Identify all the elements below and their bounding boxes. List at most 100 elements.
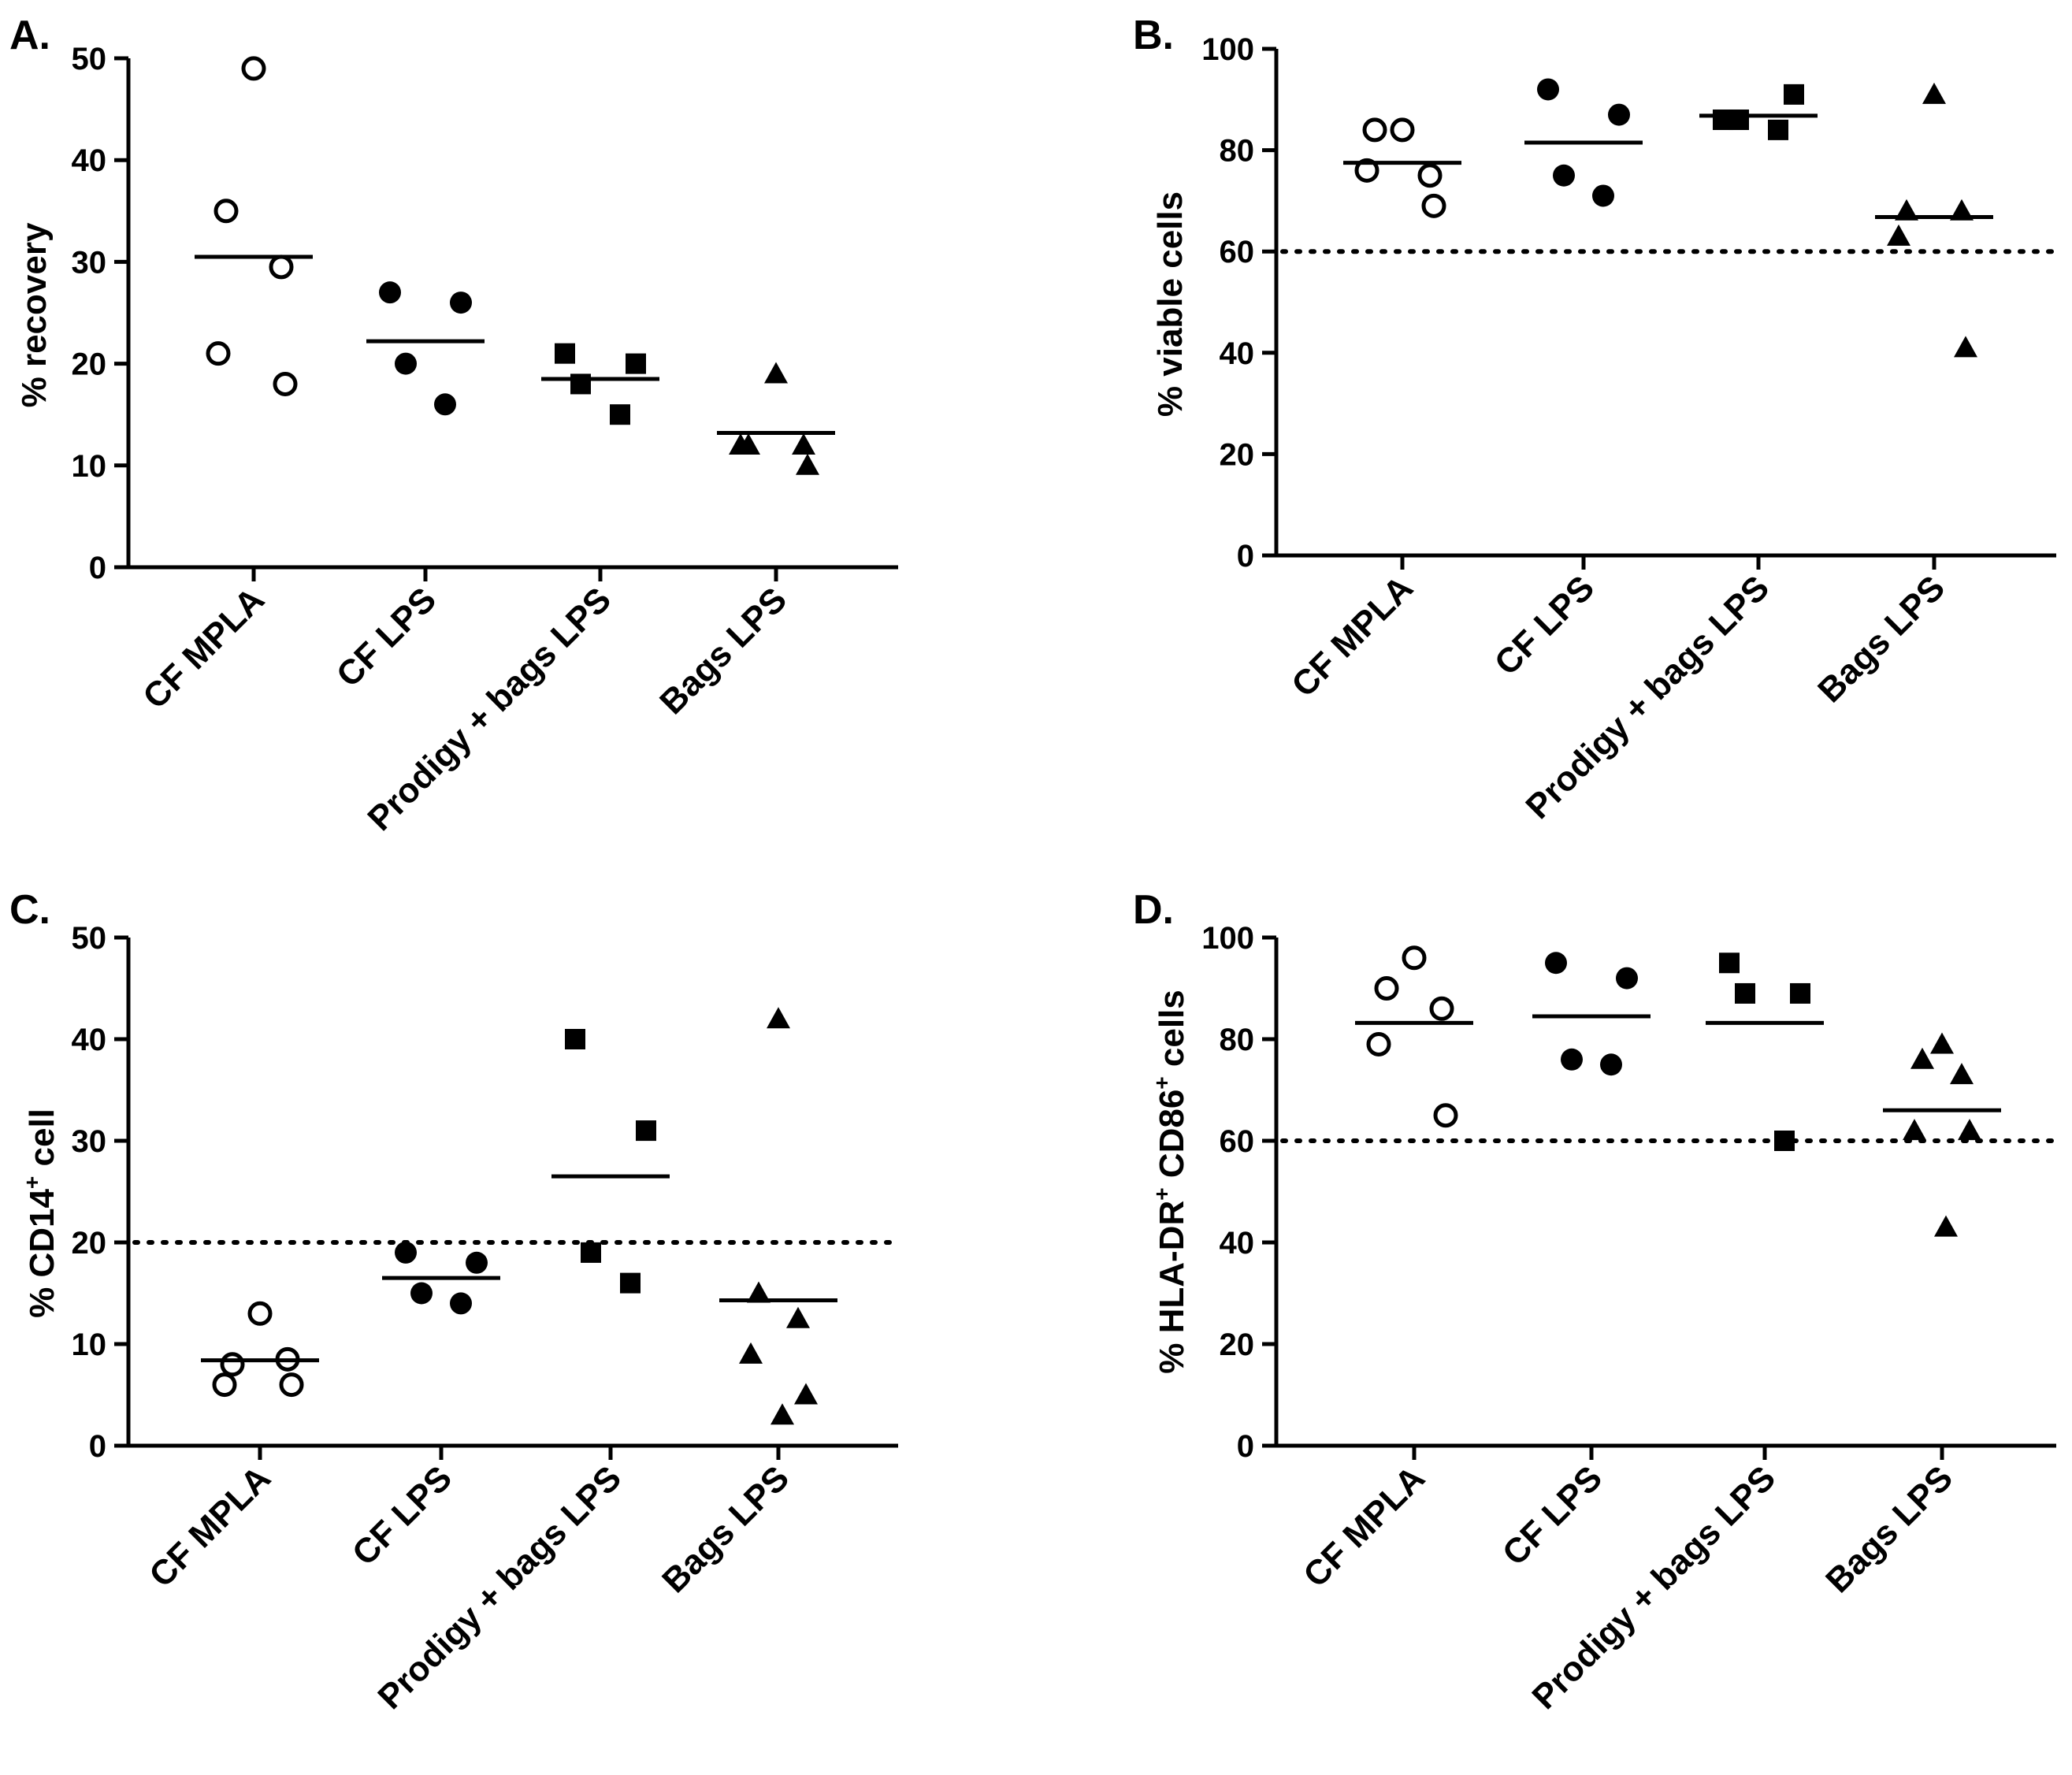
panel-d-point-open-circle (1402, 945, 1427, 971)
panel-d-y-title-part3: cells (1153, 990, 1191, 1076)
panel-a-point-filled-square (610, 404, 630, 425)
panel-b-point-filled-circle (1608, 103, 1630, 126)
panel-a-point-open-circle (269, 254, 294, 280)
panel-b-category-label: CF LPS (1487, 568, 1602, 682)
panel-c-y-tick-label: 50 (72, 921, 107, 956)
panel-b-y-tick-label: 20 (1220, 437, 1255, 472)
panel-a-point-filled-triangle (796, 453, 819, 475)
panel-b-y-tick-label: 0 (1237, 539, 1254, 574)
panel-b-point-filled-square (1729, 110, 1749, 131)
panel-a-point-filled-triangle (764, 362, 788, 384)
panel-b-point-open-circle (1421, 193, 1446, 218)
panel-d-point-filled-circle (1600, 1053, 1622, 1076)
panel-b-category-label: CF MPLA (1284, 568, 1420, 704)
panel-d-point-filled-square (1774, 1131, 1795, 1151)
panel-d-category-label: CF LPS (1495, 1458, 1610, 1573)
panel-d-label: D. (1133, 887, 1174, 933)
panel-c-point-open-circle (279, 1372, 304, 1398)
panel-c-point-filled-circle (466, 1251, 488, 1274)
panel-d-y-tick-label: 60 (1220, 1124, 1255, 1159)
panel-d-point-filled-triangle (1958, 1119, 1981, 1141)
panel-b-y-tick-label: 80 (1220, 134, 1255, 169)
panel-a-point-open-circle (206, 341, 231, 366)
panel-d-point-filled-square (1719, 952, 1740, 974)
panel-a-point-filled-circle (450, 292, 472, 314)
panel-c-point-filled-square (565, 1029, 585, 1049)
panel-a-category-label: CF MPLA (136, 580, 272, 716)
panel-b-point-filled-square (1768, 119, 1788, 140)
panel-a-point-filled-circle (395, 352, 417, 375)
panel-c-y-title-main: % CD14 (23, 1189, 61, 1318)
panel-a-y-tick-label: 10 (72, 449, 107, 484)
panel-a-point-open-circle (241, 56, 266, 81)
panel-d: D. % HLA-DR+ CD86+ cells 020406080100CF … (1133, 887, 2059, 1717)
panel-d-point-open-circle (1433, 1103, 1458, 1128)
panel-c-point-open-circle (247, 1301, 273, 1326)
panel-c-point-open-circle (212, 1372, 237, 1398)
panel-c-y-tick-label: 30 (72, 1124, 107, 1159)
panel-b-category-label: Bags LPS (1810, 568, 1952, 710)
panel-c-category-label: Bags LPS (655, 1458, 796, 1600)
panel-c-category-label: CF LPS (345, 1458, 459, 1573)
panel-b-point-filled-triangle (1922, 82, 1946, 104)
panel-d-point-filled-circle (1545, 952, 1567, 975)
panel-c-point-filled-triangle (747, 1281, 771, 1303)
panel-a-y-tick-label: 20 (72, 347, 107, 382)
panel-a-point-filled-square (570, 373, 591, 395)
panel-b-point-filled-triangle (1887, 224, 1910, 246)
panel-c-point-filled-triangle (767, 1007, 790, 1029)
panel-a-point-filled-square (555, 343, 575, 364)
panel-c-y-tick-label: 20 (72, 1226, 107, 1261)
panel-c-point-filled-square (581, 1242, 601, 1263)
panel-c-point-open-circle (220, 1352, 245, 1377)
panel-a-y-tick-label: 40 (72, 143, 107, 178)
panel-a-point-open-circle (273, 371, 298, 396)
panel-d-y-tick-label: 40 (1220, 1226, 1255, 1261)
panel-b-point-open-circle (1354, 158, 1379, 183)
panel-b-point-filled-square (1784, 84, 1804, 105)
panel-b-point-filled-circle (1553, 164, 1575, 187)
panel-d-y-tick-label: 0 (1237, 1429, 1254, 1464)
panel-c-point-filled-circle (450, 1292, 472, 1315)
panel-d-point-filled-triangle (1910, 1047, 1934, 1069)
panel-c-point-filled-circle (395, 1241, 417, 1264)
panel-c-y-title-sup: + (20, 1176, 44, 1189)
panel-d-point-filled-triangle (1934, 1215, 1958, 1237)
panel-c-point-filled-circle (410, 1282, 433, 1305)
panel-d-y-title-sup2: + (1149, 1076, 1174, 1089)
panel-b-y-axis-title: % viable cells (1151, 191, 1190, 417)
panel-b: B. % viable cells 0 20 40 60 80 100 CF MPLA CF … (1133, 13, 2059, 826)
panel-c-y-tick-label: 0 (89, 1429, 106, 1464)
panel-c-y-axis-title: % CD14+ cell (20, 1108, 61, 1318)
panel-d-y-axis-title: % HLA-DR+ CD86+ cells (1149, 990, 1191, 1374)
panel-c-point-filled-square (636, 1120, 656, 1142)
panel-d-point-open-circle (1374, 976, 1399, 1001)
panel-c: C. % CD14+ cell 0 10 20 30 40 50 CF MPLA CF LPS… (9, 887, 900, 1717)
panel-a-point-filled-circle (379, 281, 401, 304)
panel-a-label: A. (9, 13, 50, 58)
panel-b-point-open-circle (1417, 163, 1443, 188)
panel-a-point-filled-triangle (792, 433, 815, 455)
panel-a-category-label: CF LPS (329, 580, 444, 694)
panel-c-y-tick-label: 40 (72, 1023, 107, 1057)
panel-c-label: C. (9, 887, 50, 933)
panel-b-y-tick-label: 100 (1201, 32, 1254, 67)
panel-d-point-filled-square (1735, 982, 1755, 1004)
panel-d-y-title-part2: CD86 (1153, 1090, 1191, 1188)
panel-c-point-filled-triangle (771, 1403, 794, 1425)
panel-a-category-label: Bags LPS (652, 580, 794, 722)
panel-a-y-tick-label: 30 (72, 245, 107, 280)
panel-c-point-filled-triangle (739, 1342, 763, 1364)
panel-b-point-filled-circle (1537, 78, 1559, 101)
panel-a-point-open-circle (214, 199, 239, 224)
panel-d-point-filled-triangle (1903, 1119, 1926, 1141)
panel-c-point-filled-square (620, 1272, 641, 1294)
panel-d-y-title-part1: % HLA-DR (1153, 1201, 1191, 1374)
panel-a-point-filled-circle (434, 393, 456, 416)
panel-c-y-tick-label: 10 (72, 1328, 107, 1362)
panel-a-point-filled-square (626, 353, 646, 374)
panel-d-point-filled-circle (1616, 967, 1638, 990)
panel-d-point-filled-triangle (1950, 1063, 1974, 1085)
